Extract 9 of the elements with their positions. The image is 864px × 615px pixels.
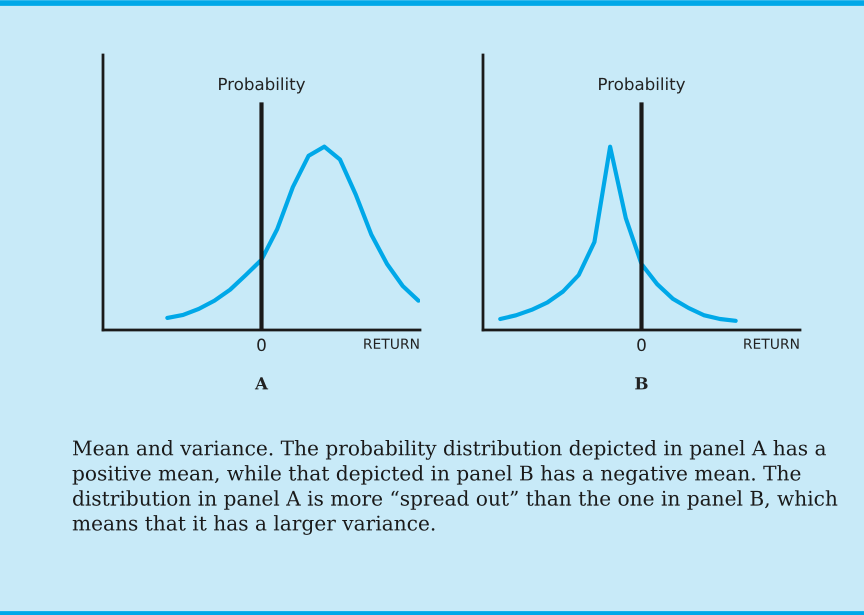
- text: 0: [257, 338, 266, 352]
- x-axis-title: RETURN: [744, 338, 799, 349]
- text: 0: [637, 338, 646, 352]
- text: Mean and variance. The probability distribution depicted in panel A has a positive mean, while that depicted in panel B has a negative mean. The distribution in panel A is more “spread out” than the one in panel B, which means that it has a larger variance.: [72, 440, 838, 535]
- text: Probability: [599, 77, 686, 94]
- text: Probability: [219, 77, 306, 94]
- text: B: [635, 377, 648, 390]
- x-axis-title: RETURN: [364, 338, 419, 349]
- text: A: [254, 377, 268, 390]
